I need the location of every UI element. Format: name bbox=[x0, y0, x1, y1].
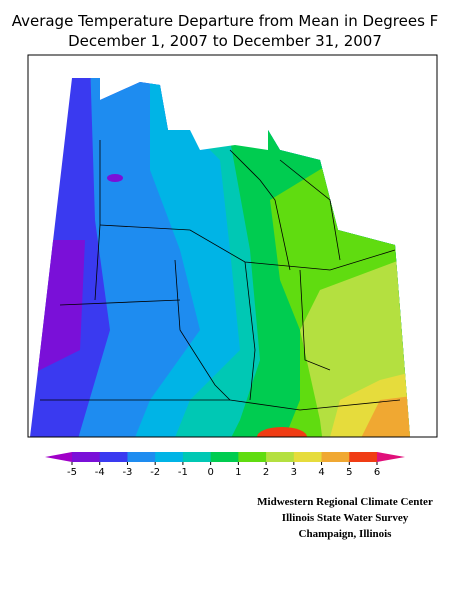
colorbar-tick-label: 5 bbox=[346, 467, 352, 478]
colorbar-tick-label: 4 bbox=[318, 467, 324, 478]
colorbar-segment bbox=[182, 452, 212, 462]
credit: Champaign, Illinois bbox=[299, 528, 393, 540]
credit: Illinois State Water Survey bbox=[282, 512, 409, 524]
colorbar-tick-label: -3 bbox=[122, 467, 132, 478]
colorbar-segment bbox=[293, 452, 323, 462]
colorbar-tick-label: -4 bbox=[95, 467, 105, 478]
colorbar-tick-label: -2 bbox=[150, 467, 160, 478]
colorbar-segment bbox=[127, 452, 156, 462]
colorbar-tick-label: 6 bbox=[374, 467, 380, 478]
colorbar-segment bbox=[321, 452, 350, 462]
colorbar-end bbox=[377, 452, 405, 462]
colorbar: -5 -4 -3 -2 -1 0 1 2 3 4 5 6 bbox=[45, 452, 405, 478]
colorbar-end bbox=[45, 452, 72, 462]
colorbar-tick-label: 1 bbox=[235, 467, 241, 478]
colorbar-tick-label: 3 bbox=[291, 467, 297, 478]
colorbar-tick-label: -1 bbox=[178, 467, 188, 478]
temperature-field bbox=[30, 78, 410, 437]
colorbar-segment bbox=[210, 452, 239, 462]
colorbar-segment bbox=[99, 452, 128, 462]
title-line: Average Temperature Departure from Mean … bbox=[12, 12, 439, 30]
boundaries bbox=[40, 140, 401, 411]
colorbar-tick-label: -5 bbox=[67, 467, 77, 478]
map-frame bbox=[27, 54, 438, 438]
colorbar-segment bbox=[155, 452, 184, 462]
colorbar-tick-label: 0 bbox=[207, 467, 213, 478]
colorbar-tick-label: 2 bbox=[263, 467, 269, 478]
colorbar-segment bbox=[266, 452, 295, 462]
colorbar-segment bbox=[349, 452, 378, 462]
title-line: December 1, 2007 to December 31, 2007 bbox=[68, 32, 382, 50]
credit: Midwestern Regional Climate Center bbox=[257, 496, 433, 508]
colorbar-segment bbox=[72, 452, 101, 462]
colorbar-segment bbox=[238, 452, 267, 462]
